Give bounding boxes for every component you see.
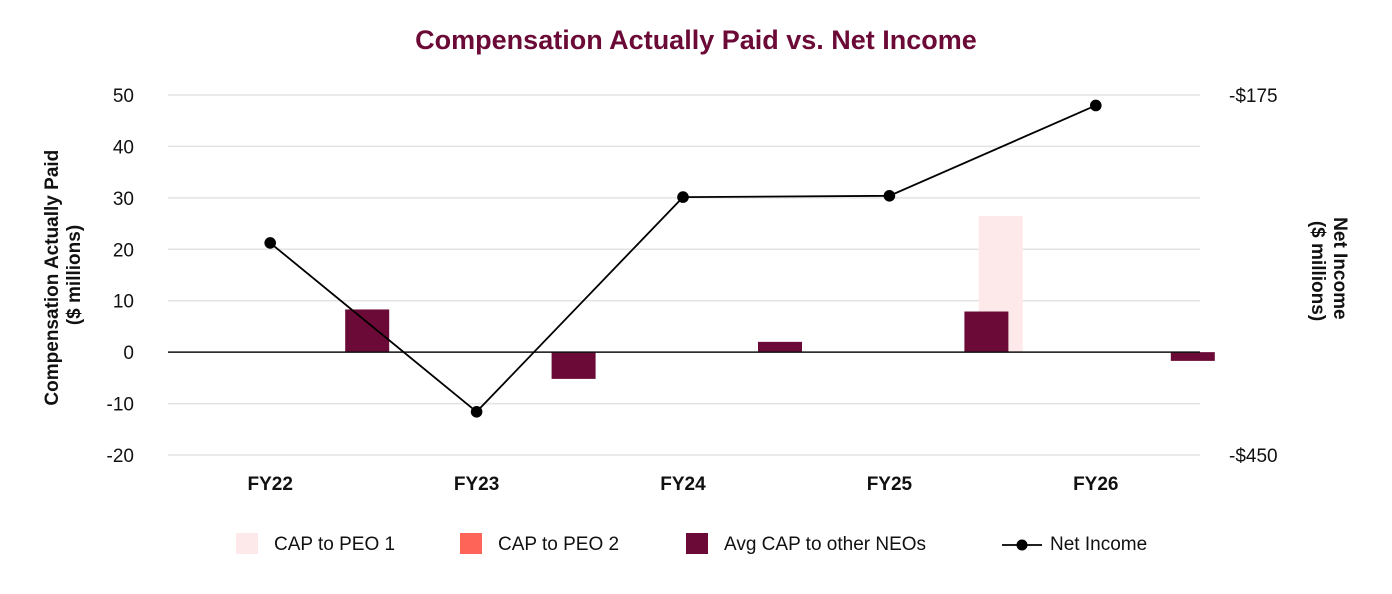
legend-label-net-income: Net Income xyxy=(1050,534,1147,555)
left-tick-label: 40 xyxy=(113,137,134,158)
bar xyxy=(551,352,596,379)
net-income-line-series xyxy=(264,99,1102,418)
left-tick-label: 20 xyxy=(113,240,134,261)
legend-label-cap-peo2: CAP to PEO 2 xyxy=(498,534,619,555)
left-axis-title-line1: Compensation Actually Paid xyxy=(42,150,63,406)
legend-swatch-cap-peo2 xyxy=(460,533,482,554)
gridlines xyxy=(168,94,1200,456)
left-tick-label: -10 xyxy=(107,395,134,416)
right-tick-label: -$175 xyxy=(1229,86,1278,107)
net-income-line xyxy=(269,104,1097,414)
left-tick-label: -20 xyxy=(107,446,134,467)
category-label: FY22 xyxy=(247,474,292,495)
left-tick-label: 10 xyxy=(113,292,134,313)
left-tick-label: 0 xyxy=(123,343,134,364)
bar xyxy=(964,311,1009,353)
legend-swatch-cap-peo1 xyxy=(236,533,258,554)
category-label: FY24 xyxy=(660,474,706,495)
net-income-point xyxy=(264,237,277,249)
left-tick-label: 50 xyxy=(113,86,134,107)
category-label: FY25 xyxy=(867,474,913,495)
left-axis-title: Compensation Actually Paid ($ millions) xyxy=(42,144,85,405)
left-axis-ticks: 50 40 30 20 10 0 -10 -20 xyxy=(107,86,134,467)
legend-swatch-avg-cap-neos xyxy=(686,533,708,554)
category-label: FY26 xyxy=(1073,474,1118,495)
left-axis-title-line2: ($ millions) xyxy=(64,225,85,325)
legend-marker-net-income xyxy=(1016,539,1028,551)
category-labels: FY22 FY23 FY24 FY25 FY26 xyxy=(247,474,1118,495)
category-label: FY23 xyxy=(454,474,499,495)
legend-label-cap-peo1: CAP to PEO 1 xyxy=(274,534,395,555)
chart-title: Compensation Actually Paid vs. Net Incom… xyxy=(415,25,977,55)
right-axis-title-line2: ($ millions) xyxy=(1307,221,1328,321)
legend-label-avg-cap-neos: Avg CAP to other NEOs xyxy=(724,534,926,555)
left-tick-label: 30 xyxy=(113,189,134,210)
right-axis-title-line1: Net Income xyxy=(1329,217,1350,319)
right-axis-title: Net Income ($ millions) xyxy=(1307,217,1350,325)
bar xyxy=(1170,352,1215,361)
bar xyxy=(758,341,802,353)
right-tick-label: -$450 xyxy=(1229,446,1278,467)
right-axis-ticks: -$175 -$450 xyxy=(1229,86,1278,467)
legend: CAP to PEO 1 CAP to PEO 2 Avg CAP to oth… xyxy=(236,533,1147,555)
net-income-point xyxy=(470,406,483,418)
bars xyxy=(345,215,1215,379)
net-income-point xyxy=(1090,99,1102,112)
net-income-point xyxy=(677,191,689,203)
net-income-point xyxy=(883,190,896,202)
bar xyxy=(345,309,390,353)
